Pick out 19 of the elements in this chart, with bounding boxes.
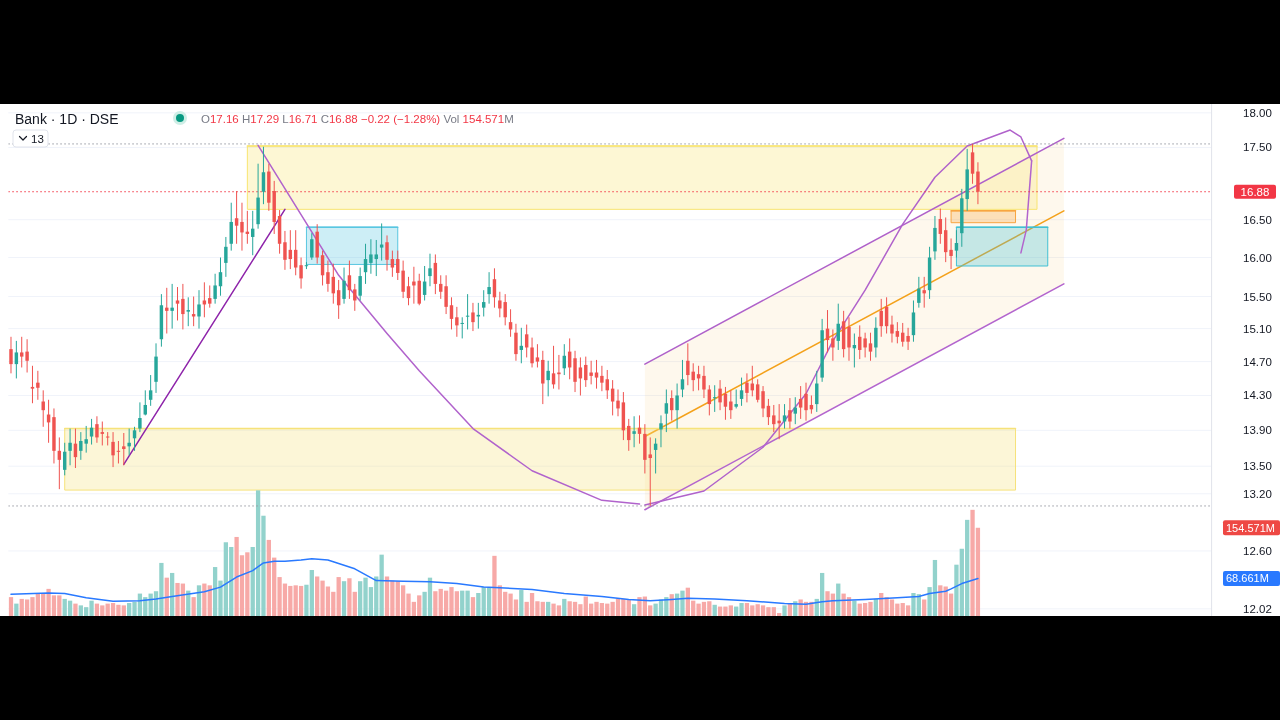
- y-tick-label: 15.10: [1243, 322, 1272, 335]
- y-tick-label: 16.00: [1243, 251, 1272, 264]
- y-tick-label: 18.00: [1243, 106, 1272, 119]
- y-tick-label: 15.50: [1243, 290, 1272, 303]
- y-tick-label: 13.50: [1243, 460, 1272, 473]
- ref-line-label: 16.88: [1240, 185, 1270, 198]
- text: O17.16 H17.29 L16.71 C16.88 −0.22 (−1.28%) Vol 154.571M: [201, 113, 514, 125]
- y-tick-label: 13.20: [1243, 487, 1272, 500]
- y-tick-label: 12.02: [1243, 602, 1272, 615]
- y-tick-label: 13.90: [1243, 424, 1272, 437]
- y-tick-label: 17.50: [1243, 141, 1272, 154]
- y-tick-label: 14.70: [1243, 355, 1272, 368]
- text: Bank · 1D · DSE: [15, 111, 119, 127]
- annotation: 13: [31, 133, 44, 145]
- y2-tick-label: 154.571M: [1226, 521, 1275, 534]
- y-tick-label: 12.60: [1243, 544, 1272, 557]
- y-tick-label: 16.50: [1243, 213, 1272, 226]
- y2-tick-label: 68.661M: [1226, 572, 1269, 585]
- y-tick-label: 14.30: [1243, 389, 1272, 402]
